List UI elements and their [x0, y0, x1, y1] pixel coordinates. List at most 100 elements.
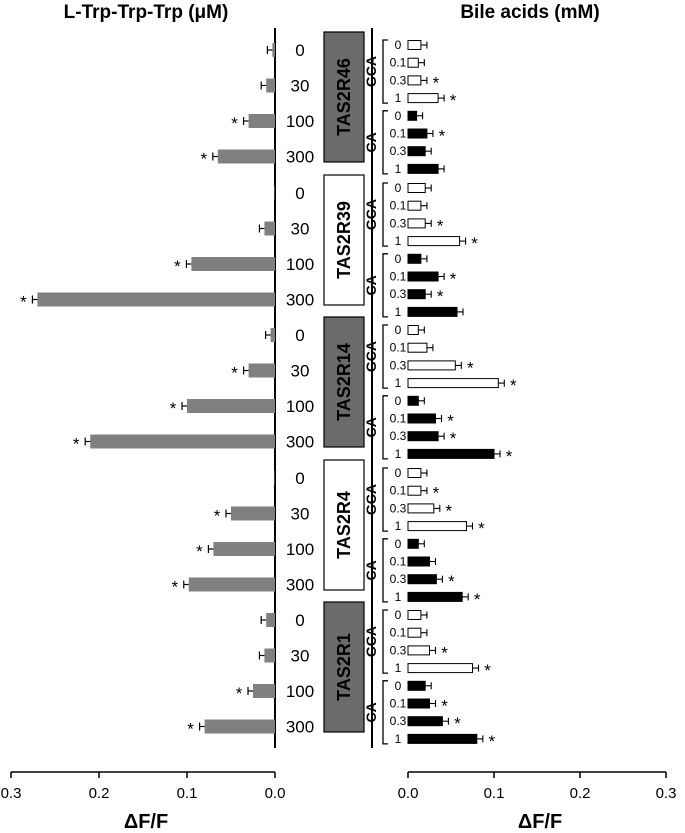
concentration-label: 0.3: [390, 73, 407, 87]
significance-star: *: [447, 412, 454, 431]
significance-star: *: [450, 91, 457, 110]
concentration-label: 0: [295, 611, 304, 630]
bar: [270, 328, 275, 342]
bar: [248, 114, 275, 128]
acid-bracket: [382, 538, 388, 603]
concentration-label: 0: [395, 181, 402, 195]
bar: [407, 591, 463, 602]
concentration-label: 0.1: [390, 555, 407, 569]
bar: [266, 78, 275, 93]
significance-star: *: [433, 484, 440, 503]
receptor-box: [323, 174, 365, 306]
right-x-tick-label: 0.2: [570, 785, 591, 802]
bar: [407, 57, 419, 68]
acid-bracket: [382, 253, 388, 318]
bar: [90, 434, 275, 449]
acid-bracket: [382, 110, 388, 175]
concentration-label: 0.1: [390, 341, 407, 355]
concentration-label: 1: [395, 305, 402, 319]
concentration-label: 30: [291, 362, 310, 381]
bar: [407, 716, 443, 727]
bar: [407, 289, 426, 300]
significance-star: *: [231, 364, 238, 383]
significance-star: *: [454, 714, 461, 733]
receptor-label: TAS2R1: [334, 633, 354, 701]
concentration-label: 0: [295, 41, 304, 60]
right-x-tick-label: 0.1: [484, 785, 505, 802]
bar: [272, 43, 275, 57]
concentration-label: 100: [286, 112, 314, 131]
bar: [407, 306, 458, 317]
bar: [407, 93, 439, 104]
bar: [188, 577, 275, 592]
bar: [231, 506, 275, 521]
concentration-label: 0: [395, 323, 402, 337]
bar: [264, 221, 275, 236]
concentration-label: 0.1: [390, 127, 407, 141]
concentration-label: 300: [286, 576, 314, 595]
concentration-label: 0.1: [390, 697, 407, 711]
significance-star: *: [484, 661, 491, 680]
bar: [407, 663, 473, 674]
acid-label: CA: [363, 702, 379, 722]
left-x-tick-label: 0.1: [177, 785, 198, 802]
acid-label: CA: [363, 560, 379, 580]
concentration-label: 1: [395, 590, 402, 604]
concentration-label: 0: [395, 394, 402, 408]
significance-star: *: [437, 216, 444, 235]
acid-label: GCA: [363, 626, 379, 657]
bar: [407, 468, 422, 478]
significance-star: *: [478, 519, 485, 538]
bar: [407, 218, 426, 229]
acid-label: CA: [363, 132, 379, 152]
concentration-label: 0.3: [390, 714, 407, 728]
concentration-label: 300: [286, 291, 314, 310]
right-bar-chart: 0.0 0.1 0.2 0.3 GCA 0 0.1 0.3 * 1 * CA 0 0.1 * 0.3 1 GCA 0…: [363, 28, 676, 802]
concentration-label: 1: [395, 91, 402, 105]
significance-star: *: [474, 590, 481, 609]
concentration-label: 0.1: [390, 412, 407, 426]
concentration-label: 1: [395, 234, 402, 248]
bar: [407, 236, 461, 247]
acid-label: GCA: [363, 199, 379, 230]
bar: [217, 149, 275, 164]
bar: [264, 648, 275, 663]
significance-star: *: [467, 358, 474, 377]
acid-label: CA: [363, 417, 379, 437]
significance-star: *: [506, 447, 513, 466]
concentration-label: 0.3: [390, 358, 407, 372]
bar: [407, 556, 430, 567]
bar: [274, 186, 275, 200]
concentration-label: 1: [395, 519, 402, 533]
right-x-tick-label: 0.3: [656, 785, 677, 802]
concentration-label: 1: [395, 376, 402, 390]
concentration-label: 30: [291, 220, 310, 239]
significance-star: *: [20, 293, 27, 312]
significance-star: *: [231, 114, 238, 133]
bar: [407, 200, 422, 211]
concentration-label: 0: [395, 679, 402, 693]
significance-star: *: [200, 150, 207, 169]
receptor-box: [323, 316, 365, 448]
concentration-label: 0: [295, 469, 304, 488]
acid-bracket: [382, 680, 388, 745]
bar: [407, 431, 439, 442]
bar: [407, 342, 428, 353]
concentration-label: 0: [395, 537, 402, 551]
concentration-label: 100: [286, 682, 314, 701]
left-panel-title: L-Trp-Trp-Trp (μM): [64, 2, 229, 23]
bar: [407, 253, 422, 264]
significance-star: *: [445, 501, 452, 520]
concentration-label: 0.3: [390, 144, 407, 158]
bar: [407, 146, 426, 157]
bar: [407, 538, 419, 549]
significance-star: *: [450, 429, 457, 448]
receptor-labels: TAS2R46 TAS2R39 TAS2R14 TAS2R4 TAS2R1: [323, 31, 365, 733]
bar: [407, 485, 422, 496]
bar: [407, 574, 437, 585]
bar: [407, 40, 422, 50]
bar: [37, 292, 276, 307]
acid-bracket: [382, 182, 388, 247]
bar: [191, 257, 275, 271]
